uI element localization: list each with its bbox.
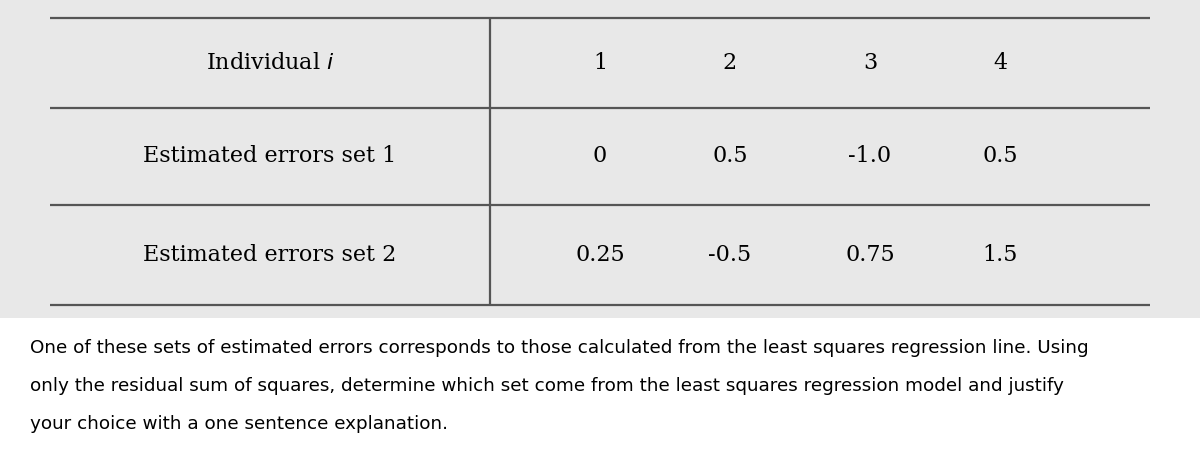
Text: 3: 3 — [863, 52, 877, 74]
Text: 4: 4 — [992, 52, 1007, 74]
Text: 0.25: 0.25 — [575, 244, 625, 266]
Text: only the residual sum of squares, determine which set come from the least square: only the residual sum of squares, determ… — [30, 377, 1064, 395]
Text: Estimated errors set 1: Estimated errors set 1 — [143, 145, 397, 167]
Text: 0: 0 — [593, 145, 607, 167]
Text: 1: 1 — [593, 52, 607, 74]
Text: Individual $\it{i}$: Individual $\it{i}$ — [206, 52, 334, 74]
Bar — [0, 318, 1200, 450]
Text: 0.5: 0.5 — [713, 145, 748, 167]
Text: Estimated errors set 2: Estimated errors set 2 — [143, 244, 397, 266]
Text: One of these sets of estimated errors corresponds to those calculated from the l: One of these sets of estimated errors co… — [30, 339, 1088, 357]
Text: 0.5: 0.5 — [983, 145, 1018, 167]
Text: -0.5: -0.5 — [708, 244, 751, 266]
Text: your choice with a one sentence explanation.: your choice with a one sentence explanat… — [30, 415, 448, 433]
Text: 2: 2 — [722, 52, 737, 74]
Text: 1.5: 1.5 — [983, 244, 1018, 266]
Text: -1.0: -1.0 — [848, 145, 892, 167]
Bar — [50, 18, 1150, 305]
Text: 0.75: 0.75 — [845, 244, 895, 266]
